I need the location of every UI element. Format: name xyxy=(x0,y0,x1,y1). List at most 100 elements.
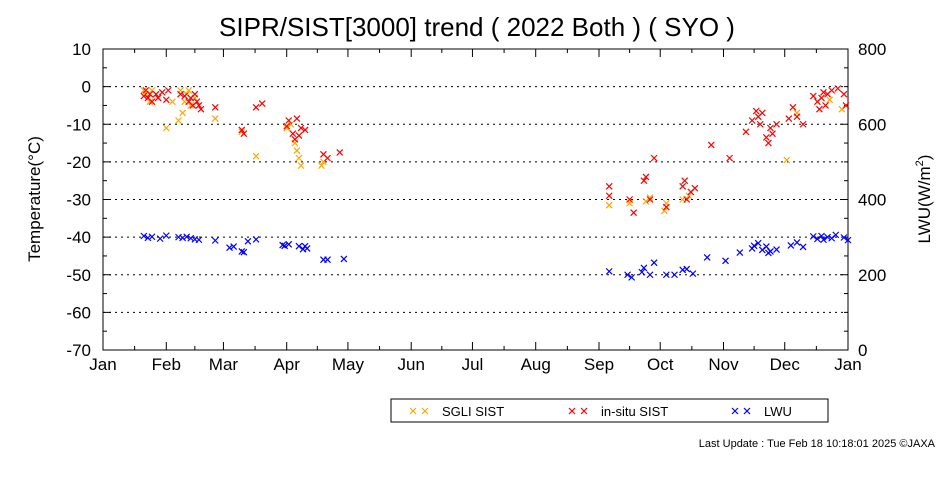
y-axis-right-label-sup: 2 xyxy=(914,160,926,166)
point-sgli-sist xyxy=(140,86,148,94)
point-in-situ-sist xyxy=(297,124,305,132)
series-lwu xyxy=(140,231,852,281)
y-left-tick-label: -20 xyxy=(66,153,91,172)
legend-item-in-situ-sist: in-situ SIST xyxy=(568,404,668,419)
legend-marker xyxy=(568,407,576,415)
point-in-situ-sist xyxy=(191,90,199,98)
point-lwu xyxy=(840,234,848,241)
x-tick-label: Mar xyxy=(209,355,239,374)
point-lwu xyxy=(179,234,187,242)
point-in-situ-sist xyxy=(158,88,166,96)
point-in-situ-sist xyxy=(820,88,827,96)
point-in-situ-sist xyxy=(681,177,689,185)
point-lwu xyxy=(722,257,729,265)
point-sgli-sist xyxy=(211,115,219,123)
point-in-situ-sist xyxy=(285,117,293,124)
x-tick-label: Oct xyxy=(647,355,674,374)
point-lwu xyxy=(605,267,613,275)
point-sgli-sist xyxy=(175,117,182,124)
point-in-situ-sist xyxy=(742,128,750,136)
point-in-situ-sist xyxy=(662,203,670,211)
point-in-situ-sist xyxy=(646,196,654,203)
point-lwu xyxy=(683,265,691,273)
point-in-situ-sist xyxy=(336,149,344,156)
point-in-situ-sist xyxy=(324,154,331,162)
point-in-situ-sist xyxy=(195,102,203,109)
point-lwu xyxy=(813,235,821,243)
point-sgli-sist xyxy=(783,156,791,164)
series-sgli-sist xyxy=(140,86,846,215)
point-sgli-sist xyxy=(660,207,668,215)
point-lwu xyxy=(824,233,832,241)
point-in-situ-sist xyxy=(793,113,801,121)
y-left-tick-label: -70 xyxy=(66,341,91,360)
point-lwu xyxy=(662,271,670,279)
point-lwu xyxy=(226,244,233,252)
point-in-situ-sist xyxy=(605,192,613,200)
point-in-situ-sist xyxy=(762,133,770,141)
y-left-tick-label: -10 xyxy=(66,115,91,134)
y-left-tick-label: -60 xyxy=(66,303,91,322)
legend-box xyxy=(390,398,829,423)
point-in-situ-sist xyxy=(767,124,774,132)
x-tick-label: Sep xyxy=(584,355,614,374)
point-in-situ-sist xyxy=(140,92,148,100)
point-lwu xyxy=(793,238,801,246)
y-axis-right-label-close: ) xyxy=(915,155,934,161)
point-lwu xyxy=(195,236,203,244)
point-lwu xyxy=(818,232,825,240)
legend-marker xyxy=(421,407,429,415)
point-in-situ-sist xyxy=(605,182,613,190)
legend-item-lwu: LWU xyxy=(731,404,792,419)
y-axis-left-label: Temperature(°C) xyxy=(25,136,44,262)
point-lwu xyxy=(832,231,840,239)
y-left-tick-label: -40 xyxy=(66,228,91,247)
y-axis-right-label-main: LWU(W/m xyxy=(915,166,934,243)
x-tick-label: Jan xyxy=(89,355,116,374)
legend-label: LWU xyxy=(764,404,792,419)
point-lwu xyxy=(144,234,152,242)
point-in-situ-sist xyxy=(152,90,160,98)
series-in-situ-sist xyxy=(140,85,850,217)
point-sgli-sist xyxy=(605,201,613,209)
point-in-situ-sist xyxy=(764,139,772,147)
point-in-situ-sist xyxy=(840,90,848,98)
chart-title: SIPR/SIST[3000] trend ( 2022 Both ) ( SY… xyxy=(219,12,735,42)
point-in-situ-sist xyxy=(650,154,658,162)
point-lwu xyxy=(340,255,348,263)
point-lwu xyxy=(183,233,191,241)
x-tick-label: Jan xyxy=(834,355,861,374)
point-in-situ-sist xyxy=(773,120,780,128)
legend-marker xyxy=(580,407,588,415)
x-tick-label: Feb xyxy=(152,355,181,374)
point-sgli-sist xyxy=(252,152,260,160)
point-lwu xyxy=(844,236,852,244)
point-lwu xyxy=(156,235,164,243)
point-in-situ-sist xyxy=(283,122,291,130)
point-lwu xyxy=(689,270,697,278)
y-left-tick-label: -50 xyxy=(66,266,91,285)
y-right-tick-label: 200 xyxy=(858,266,886,285)
point-in-situ-sist xyxy=(809,92,817,100)
point-in-situ-sist xyxy=(769,130,776,138)
x-tick-label: Apr xyxy=(273,355,300,374)
point-lwu xyxy=(809,232,817,240)
point-lwu xyxy=(640,264,648,272)
legend: SGLI SIST in-situ SIST LWU xyxy=(390,398,829,423)
legend-label: SGLI SIST xyxy=(442,404,504,419)
point-in-situ-sist xyxy=(154,94,162,102)
point-in-situ-sist xyxy=(301,126,309,134)
point-in-situ-sist xyxy=(164,86,172,94)
legend-marker xyxy=(743,407,751,415)
y-axis-right-label: LWU(W/m2) xyxy=(914,155,934,244)
point-in-situ-sist xyxy=(177,90,184,98)
point-lwu xyxy=(650,259,658,267)
point-in-situ-sist xyxy=(828,86,836,94)
point-in-situ-sist xyxy=(822,102,829,109)
point-sgli-sist xyxy=(685,192,693,200)
x-tick-label: Jun xyxy=(397,355,424,374)
point-in-situ-sist xyxy=(162,96,170,104)
point-lwu xyxy=(324,256,331,264)
y-axis-right-ticks: 800 600 400 200 0 xyxy=(858,40,886,360)
point-in-situ-sist xyxy=(211,103,219,111)
